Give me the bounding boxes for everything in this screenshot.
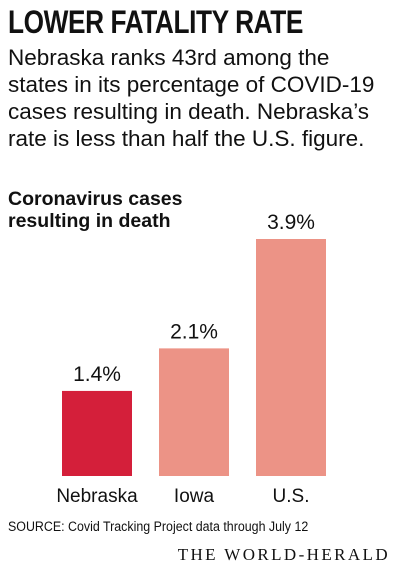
intro-text: Nebraska ranks 43rd among the states in … [8, 45, 375, 151]
category-label: U.S. [273, 486, 310, 507]
category-label: Nebraska [56, 486, 138, 507]
headline: LOWER FATALITY RATE [8, 4, 303, 40]
bar-nebraska [62, 390, 132, 476]
value-label: 2.1% [170, 320, 218, 343]
chart-title: Coronavirus cases resulting in death [8, 188, 183, 232]
publisher-credit: THE WORLD-HERALD [177, 545, 390, 564]
source-note: SOURCE: Covid Tracking Project data thro… [8, 519, 309, 534]
value-label: 1.4% [73, 363, 121, 386]
category-label: Iowa [174, 486, 215, 507]
bar-u-s [256, 239, 326, 476]
value-label: 3.9% [267, 211, 315, 234]
bar-iowa [159, 348, 229, 476]
